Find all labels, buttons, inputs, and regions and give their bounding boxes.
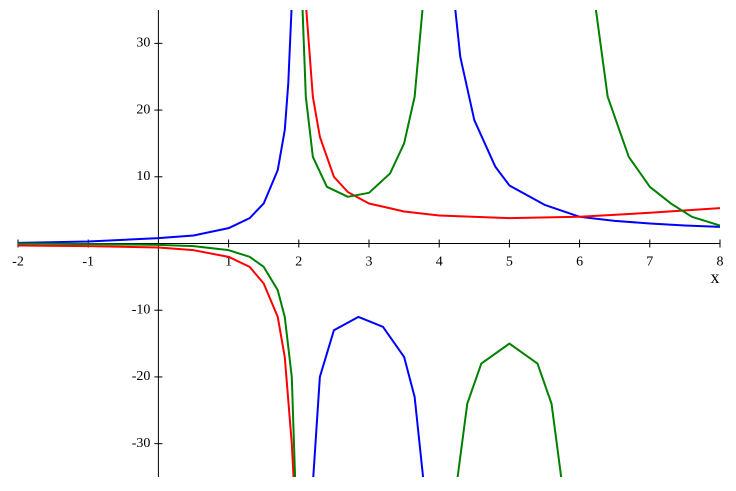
x-tick-label: 2 xyxy=(295,255,302,270)
curve xyxy=(18,10,720,477)
y-tick-label: -30 xyxy=(132,436,151,451)
x-tick-label: -2 xyxy=(12,255,24,270)
plot-area xyxy=(18,10,720,477)
x-tick-label: 3 xyxy=(366,255,373,270)
y-tick-label: -20 xyxy=(132,369,151,384)
x-tick-label: -1 xyxy=(82,255,94,270)
x-tick-label: 8 xyxy=(717,255,724,270)
curve xyxy=(18,10,720,477)
y-tick-label: 30 xyxy=(136,36,150,51)
x-tick-label: 7 xyxy=(646,255,653,270)
y-tick-label: -10 xyxy=(132,302,151,317)
x-tick-label: 5 xyxy=(506,255,513,270)
x-axis-label: x xyxy=(711,267,720,287)
x-tick-label: 1 xyxy=(225,255,232,270)
x-tick-label: 6 xyxy=(576,255,583,270)
y-tick-label: 10 xyxy=(136,169,150,184)
y-tick-label: 20 xyxy=(136,102,150,117)
x-tick-label: 4 xyxy=(436,255,443,270)
curve xyxy=(18,10,720,477)
